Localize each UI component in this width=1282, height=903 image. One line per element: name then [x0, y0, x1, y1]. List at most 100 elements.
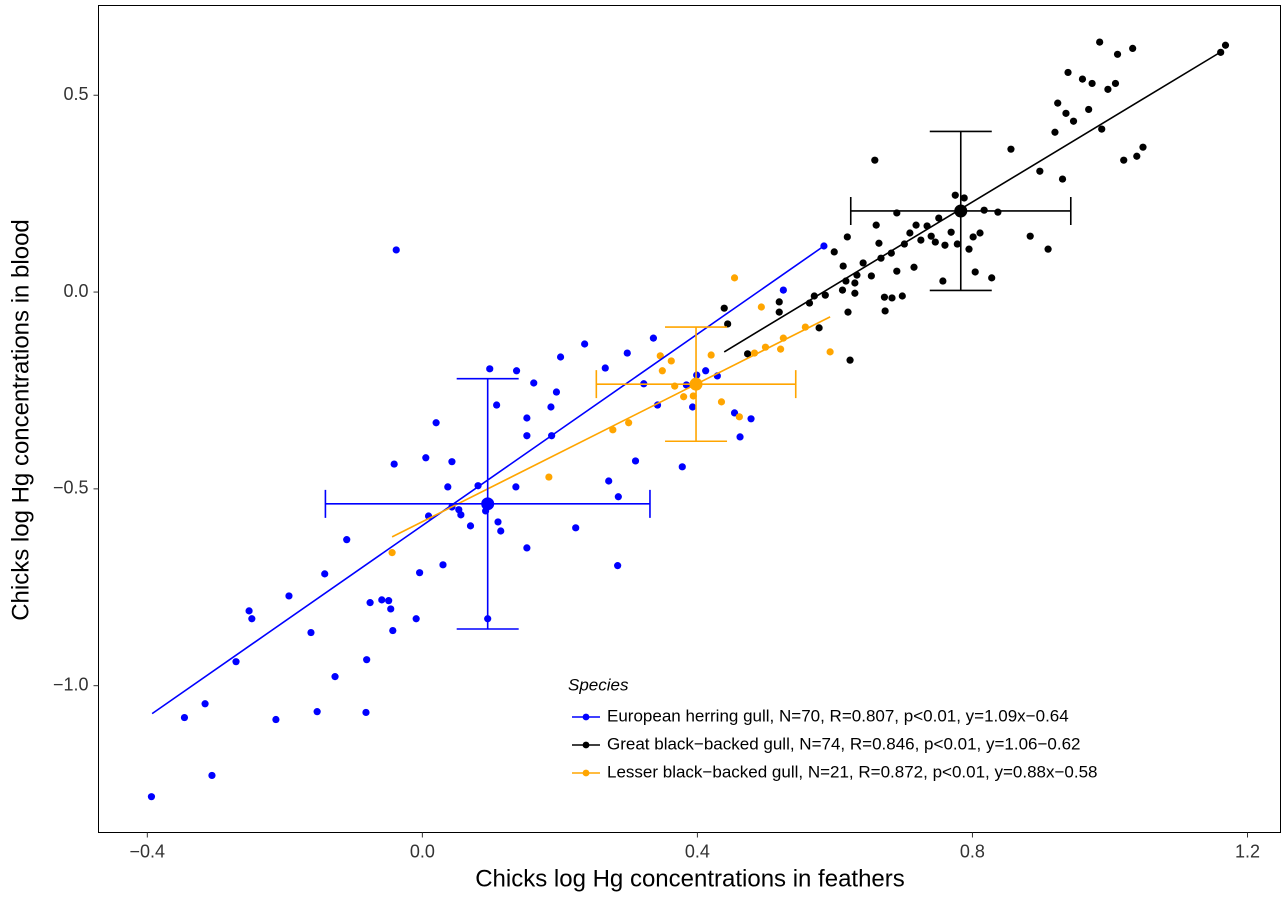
point	[1098, 125, 1106, 133]
mean-point	[481, 497, 495, 511]
point	[941, 241, 949, 249]
point	[830, 248, 838, 256]
point	[730, 274, 739, 282]
point	[988, 274, 996, 282]
point	[859, 259, 867, 267]
point	[556, 353, 565, 361]
point	[881, 307, 889, 315]
panel-border	[98, 5, 1281, 833]
point	[321, 570, 329, 578]
point	[689, 392, 697, 400]
point	[366, 599, 374, 607]
point	[1007, 145, 1015, 153]
point	[717, 398, 726, 406]
point	[757, 303, 765, 311]
y-tick-label: 0.0	[63, 281, 88, 301]
y-axis-title: Chicks log Hg concentrations in blood	[7, 219, 34, 621]
point	[1026, 232, 1034, 240]
point	[625, 419, 633, 427]
point	[1120, 156, 1128, 164]
point	[547, 403, 555, 411]
point	[947, 228, 955, 236]
point	[232, 658, 240, 666]
point	[623, 349, 631, 357]
point	[777, 345, 785, 353]
point	[976, 229, 984, 237]
point	[307, 628, 315, 637]
point	[939, 277, 947, 285]
point	[880, 293, 889, 301]
point	[494, 518, 502, 526]
legend-label: Great black−backed gull, N=74, R=0.846, …	[607, 734, 1081, 753]
point	[680, 393, 688, 401]
point	[245, 607, 253, 615]
point	[1044, 245, 1052, 253]
point	[846, 356, 854, 364]
point	[523, 544, 531, 552]
point	[931, 238, 939, 246]
point	[1036, 167, 1044, 175]
x-axis-title: Chicks log Hg concentrations in feathers	[475, 865, 905, 892]
y-tick-label: 0.5	[63, 84, 88, 104]
point	[444, 483, 452, 491]
point	[614, 562, 622, 570]
point	[285, 592, 293, 600]
point	[1064, 68, 1072, 77]
point	[147, 793, 156, 801]
point	[272, 715, 280, 724]
series	[388, 274, 834, 557]
point	[331, 673, 339, 681]
point	[826, 348, 834, 356]
point	[658, 367, 666, 375]
series	[720, 38, 1230, 364]
point	[994, 208, 1002, 216]
point	[775, 298, 783, 306]
point	[466, 522, 475, 530]
point	[201, 700, 209, 708]
point	[545, 473, 553, 481]
point	[917, 236, 925, 244]
point	[1113, 50, 1122, 58]
point	[953, 240, 961, 248]
point	[707, 351, 715, 359]
point	[457, 511, 465, 519]
legend-label: European herring gull, N=70, R=0.807, p<…	[607, 706, 1069, 725]
point	[898, 292, 906, 300]
point	[523, 432, 531, 440]
point	[1096, 38, 1104, 46]
point	[1058, 175, 1067, 183]
point	[416, 569, 424, 577]
point	[512, 367, 521, 375]
point	[649, 334, 658, 342]
point	[180, 713, 189, 722]
point	[656, 352, 664, 360]
point	[248, 615, 256, 623]
point	[609, 426, 617, 434]
legend-key-point	[582, 713, 590, 721]
point	[530, 379, 538, 387]
x-tick-label: 0.0	[410, 841, 435, 861]
point	[1069, 117, 1078, 125]
point	[843, 233, 851, 241]
point	[387, 605, 395, 613]
point	[678, 463, 686, 471]
point	[730, 409, 739, 417]
point	[1129, 44, 1137, 53]
point	[343, 536, 351, 544]
point	[1221, 41, 1230, 49]
point	[390, 460, 398, 468]
point	[735, 413, 743, 421]
point	[631, 457, 640, 465]
series	[147, 242, 828, 801]
point	[1051, 128, 1059, 136]
point	[867, 272, 875, 280]
point	[912, 221, 920, 229]
point	[552, 388, 561, 396]
point	[572, 524, 580, 532]
point	[512, 483, 520, 491]
point	[667, 357, 675, 365]
point	[851, 289, 859, 297]
point	[1111, 79, 1120, 88]
mean-point	[954, 204, 968, 218]
point	[1054, 99, 1062, 107]
